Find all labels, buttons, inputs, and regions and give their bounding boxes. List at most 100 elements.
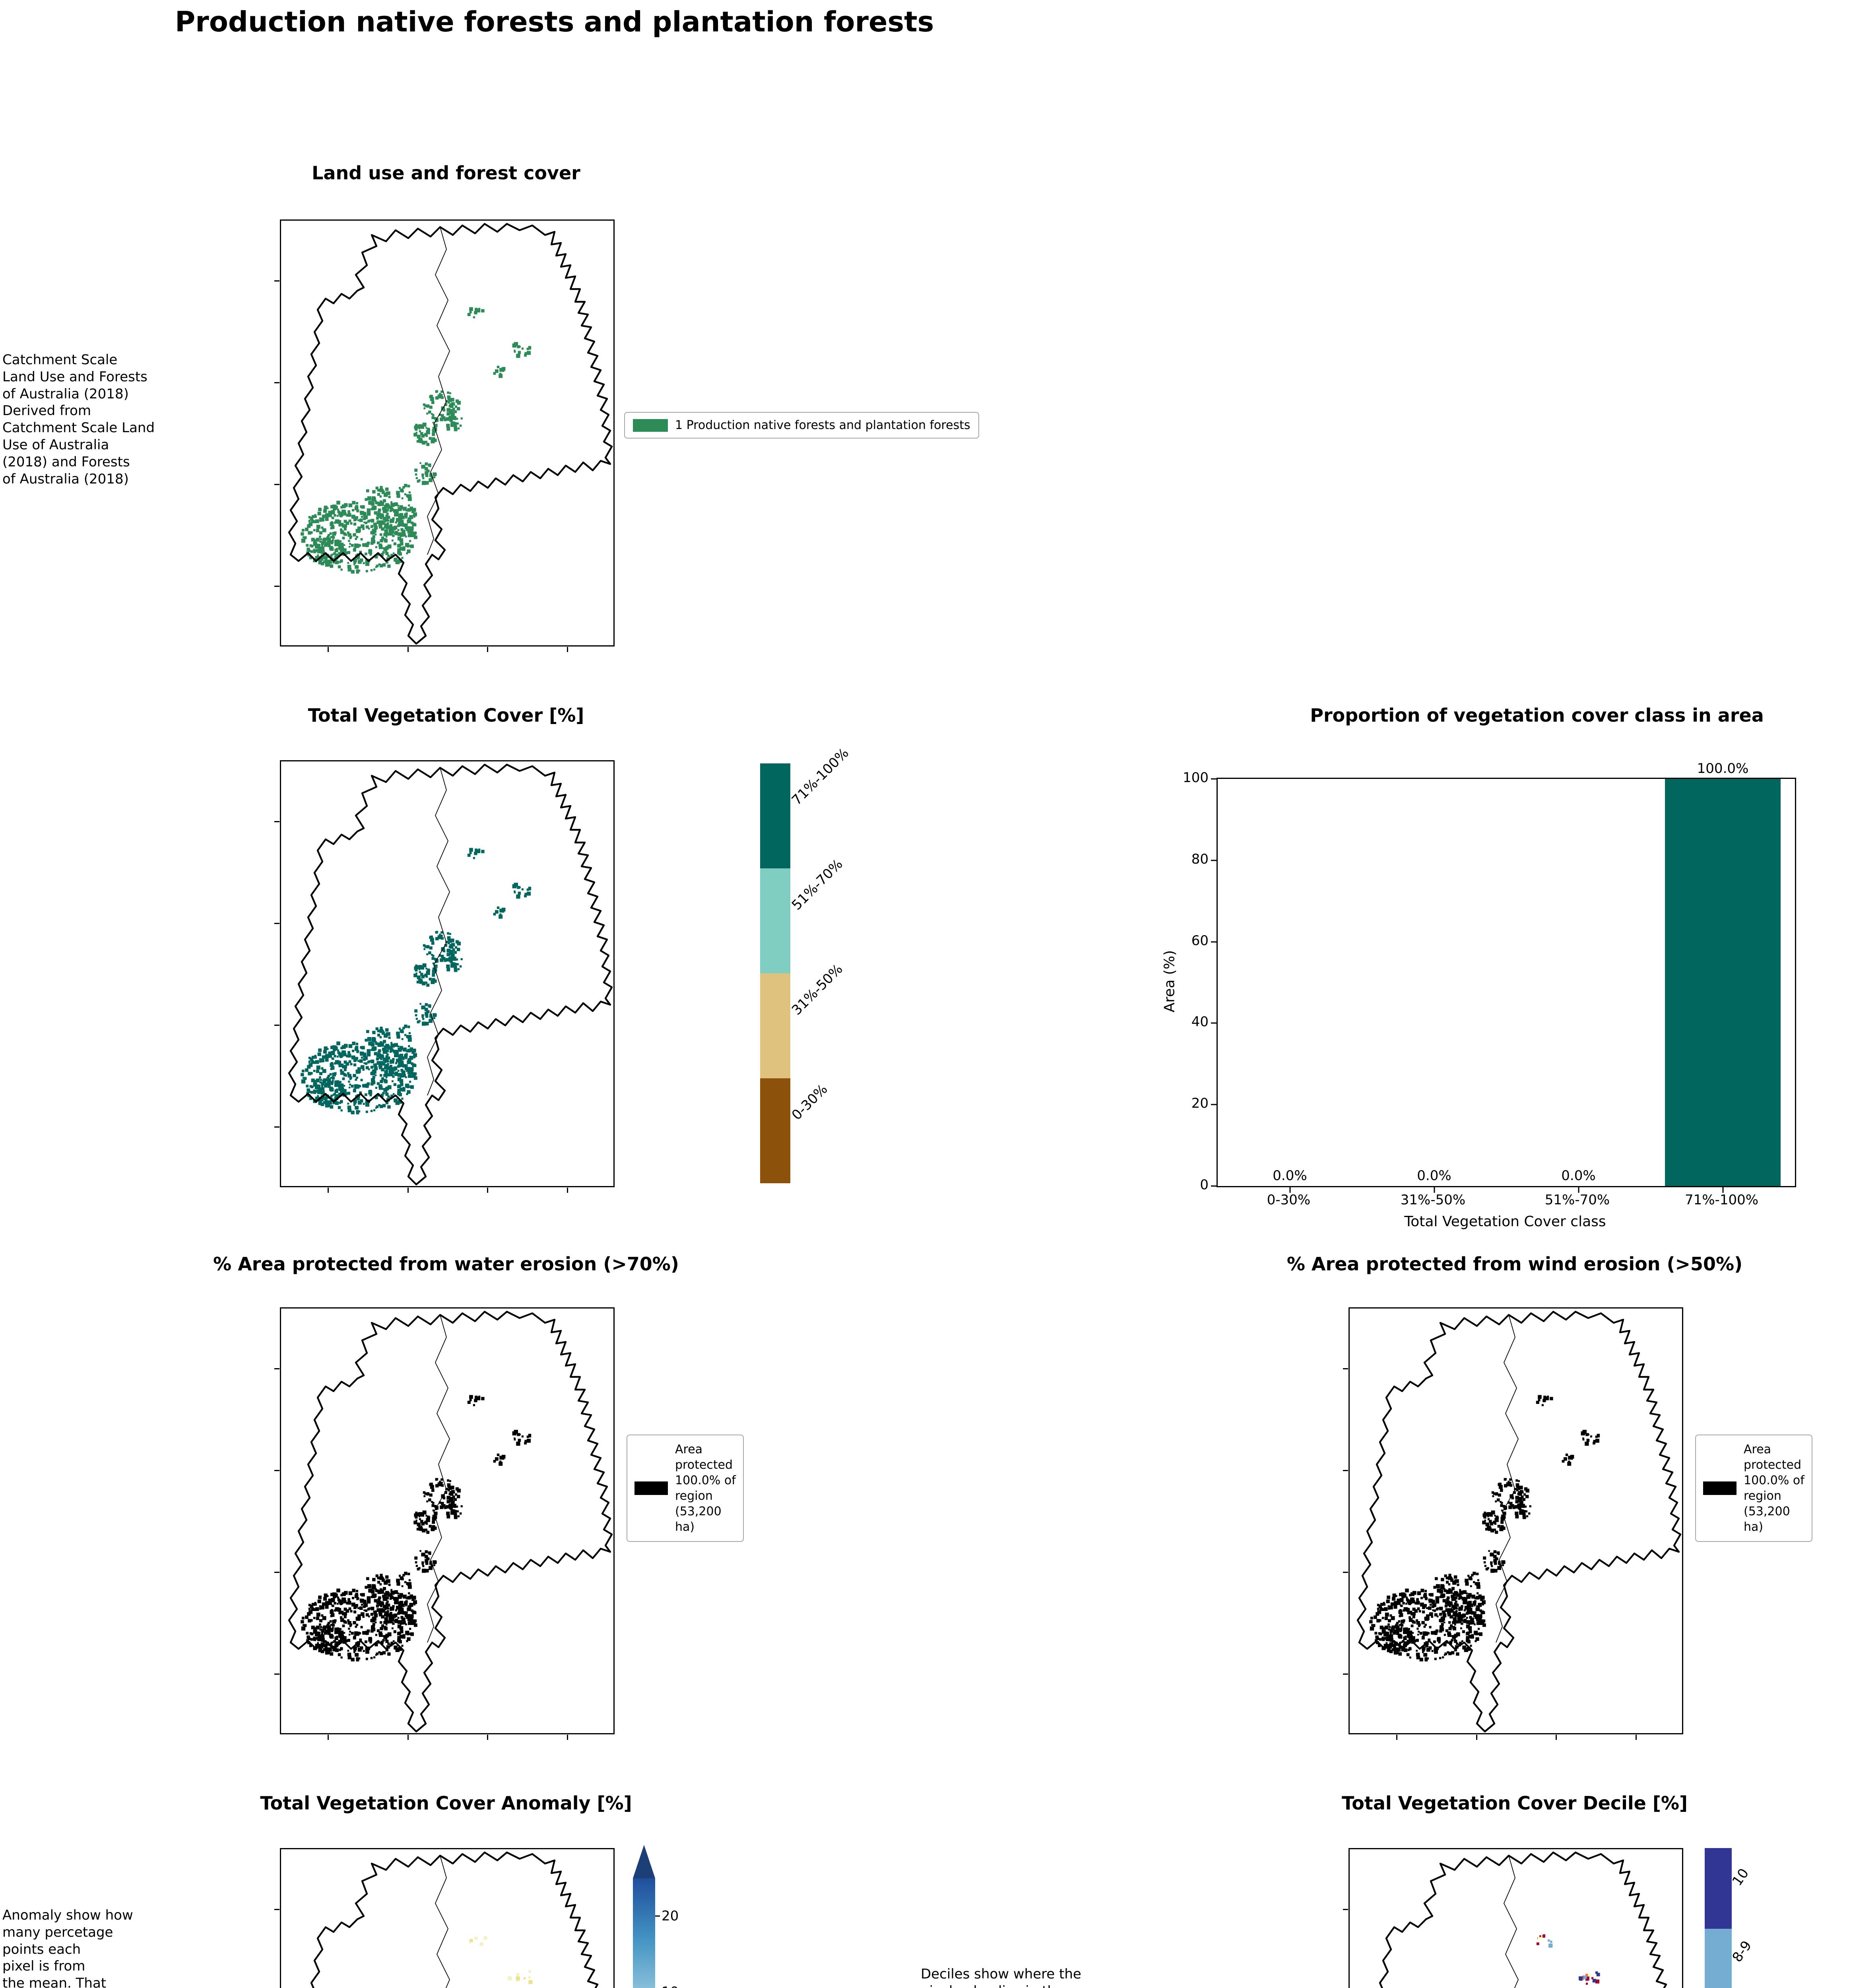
wind-erosion-legend-label: Area protected 100.0% of region (53,200 … bbox=[1744, 1442, 1804, 1534]
anomaly-note: Anomaly show how many percetage points e… bbox=[2, 1907, 133, 1988]
wind-erosion-map bbox=[1343, 1307, 1683, 1740]
map-axis-tick bbox=[274, 1572, 279, 1573]
map-axis-tick bbox=[274, 1025, 279, 1026]
water-erosion-title: % Area protected from water erosion (>70… bbox=[213, 1253, 679, 1275]
map-axis-tick bbox=[567, 1188, 568, 1193]
map-axis-tick bbox=[1343, 1673, 1348, 1675]
colorbar-segment bbox=[760, 973, 790, 1078]
landuse-legend-swatch bbox=[633, 419, 668, 432]
catchment-outline bbox=[288, 1310, 613, 1733]
anomaly-panel-title: Total Vegetation Cover Anomaly [%] bbox=[260, 1792, 632, 1814]
landuse-legend-label: 1 Production native forests and plantati… bbox=[675, 418, 970, 432]
map-pixels bbox=[301, 307, 532, 574]
landuse-legend: 1 Production native forests and plantati… bbox=[624, 412, 979, 439]
anomaly-tick-mark bbox=[655, 1915, 660, 1917]
map-axis-tick bbox=[1343, 1368, 1348, 1369]
water-erosion-legend-swatch bbox=[634, 1481, 668, 1495]
anomaly-colorbar-body: 20100−10−20 bbox=[633, 1878, 679, 1988]
map-axis-tick bbox=[487, 647, 489, 652]
map-axis-tick bbox=[328, 1735, 329, 1740]
map-axis-tick bbox=[274, 1470, 279, 1471]
subcatchment-divider bbox=[1496, 1314, 1519, 1643]
map-pixels bbox=[1537, 1934, 1600, 1985]
catchment-outline bbox=[288, 763, 613, 1186]
proportion-ytick-labels: 0 20 40 60 80 100 bbox=[1156, 770, 1209, 1193]
map-axis-tick bbox=[567, 1735, 568, 1740]
bar-value-label: 0.0% bbox=[1417, 1168, 1451, 1184]
proportion-xlabel: Total Vegetation Cover class bbox=[1404, 1213, 1606, 1230]
map-axis-tick bbox=[487, 1735, 489, 1740]
map-axis-tick bbox=[274, 1368, 279, 1369]
proportion-xtick-labels: 0-30% 31%-50% 51%-70% 71%-100% bbox=[1217, 1192, 1794, 1209]
landuse-panel-title: Land use and forest cover bbox=[312, 162, 580, 184]
ytick-mark bbox=[1211, 1185, 1217, 1187]
map-pixels bbox=[469, 1936, 533, 1984]
subcatchment-divider bbox=[1504, 1855, 1519, 1988]
xtick-label: 51%-70% bbox=[1544, 1192, 1610, 1208]
anomaly-colorbar-upper-arrow bbox=[633, 1845, 655, 1878]
map-axis-tick bbox=[274, 922, 279, 924]
water-erosion-map-canvas bbox=[288, 1310, 613, 1733]
xtick-label: 31%-50% bbox=[1400, 1192, 1466, 1208]
subcatchment-divider bbox=[427, 1314, 450, 1643]
decile-colorbar-segments bbox=[1705, 1848, 1732, 1988]
bar-value-label: 0.0% bbox=[1561, 1168, 1596, 1184]
colorbar-label: 51%-70% bbox=[788, 856, 846, 914]
map-axis-tick bbox=[274, 821, 279, 822]
map-axis-tick bbox=[407, 1188, 409, 1193]
colorbar-label: 10 bbox=[1729, 1866, 1752, 1889]
landuse-map-canvas bbox=[288, 223, 613, 645]
anomaly-tick-label: 20 bbox=[662, 1908, 679, 1924]
map-axis-tick bbox=[274, 1908, 279, 1910]
ytick-label: 40 bbox=[1191, 1014, 1209, 1030]
water-erosion-legend: Area protected 100.0% of region (53,200 … bbox=[627, 1435, 744, 1542]
colorbar-segment bbox=[760, 868, 790, 973]
decile-map-canvas bbox=[1379, 1851, 1667, 1988]
catchment-outline bbox=[288, 223, 613, 645]
catchment-outline bbox=[1379, 1851, 1667, 1988]
vegcover-map-canvas bbox=[288, 763, 613, 1186]
water-erosion-legend-label: Area protected 100.0% of region (53,200 … bbox=[675, 1442, 736, 1534]
map-axis-tick bbox=[487, 1188, 489, 1193]
decile-colorbar: 108-94-72-31 bbox=[1705, 1848, 1755, 1988]
map-axis-tick bbox=[407, 1735, 409, 1740]
subcatchment-divider bbox=[435, 1855, 450, 1988]
map-axis-tick bbox=[1556, 1735, 1557, 1740]
colorbar-segment bbox=[1705, 1848, 1732, 1929]
anomaly-map-canvas bbox=[310, 1851, 599, 1988]
xtick-mark bbox=[1434, 1187, 1435, 1193]
map-axis-tick bbox=[1343, 1908, 1348, 1910]
vegcover-map bbox=[274, 760, 615, 1193]
wind-erosion-legend: Area protected 100.0% of region (53,200 … bbox=[1695, 1435, 1812, 1542]
ytick-label: 20 bbox=[1191, 1095, 1209, 1112]
landuse-source-note: Catchment Scale Land Use and Forests of … bbox=[2, 352, 155, 487]
colorbar-label: 0-30% bbox=[788, 1081, 831, 1124]
ytick-mark bbox=[1211, 1104, 1217, 1105]
decile-map bbox=[1343, 1848, 1683, 1988]
ytick-mark bbox=[1211, 778, 1217, 780]
map-axis-tick bbox=[1476, 1735, 1477, 1740]
map-axis-tick bbox=[274, 1673, 279, 1675]
water-erosion-map bbox=[274, 1307, 615, 1740]
vegcover-colorbar: 71%-100% 51%-70% 31%-50% 0-30% bbox=[760, 745, 852, 1183]
ytick-mark bbox=[1211, 1022, 1217, 1024]
map-axis-tick bbox=[274, 1126, 279, 1128]
map-axis-tick bbox=[328, 1188, 329, 1193]
xtick-mark bbox=[1289, 1187, 1290, 1193]
decile-note: Deciles show where the pixel value lies … bbox=[921, 1966, 1081, 1988]
anomaly-colorbar: 20100−10−20 bbox=[633, 1845, 679, 1988]
subcatchment-divider bbox=[427, 227, 450, 555]
xtick-mark bbox=[1578, 1187, 1579, 1193]
wind-erosion-title: % Area protected from wind erosion (>50%… bbox=[1286, 1253, 1743, 1275]
proportion-bar-plot: 0.0% 0.0% 0.0% 100.0% bbox=[1211, 761, 1796, 1193]
map-axis-tick bbox=[274, 586, 279, 587]
page-title: Production native forests and plantation… bbox=[175, 6, 934, 38]
colorbar-label: 8-9 bbox=[1729, 1938, 1755, 1965]
subcatchment-divider bbox=[427, 767, 450, 1096]
vegcover-panel-title: Total Vegetation Cover [%] bbox=[308, 705, 584, 726]
colorbar-label: 31%-50% bbox=[788, 961, 846, 1019]
wind-erosion-legend-swatch bbox=[1703, 1481, 1737, 1495]
bar-value-label: 100.0% bbox=[1697, 761, 1749, 777]
map-axis-tick bbox=[274, 484, 279, 485]
map-axis-tick bbox=[274, 382, 279, 383]
